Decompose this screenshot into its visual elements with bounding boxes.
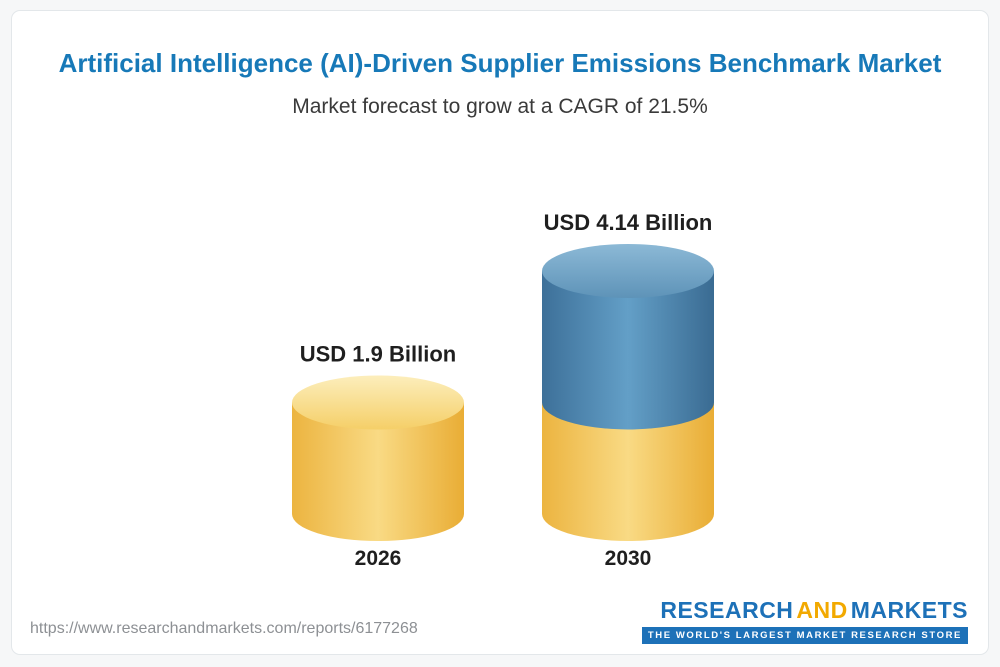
report-url[interactable]: https://www.researchandmarkets.com/repor… <box>30 620 418 637</box>
logo-word-research: RESEARCH <box>660 597 794 623</box>
logo-tagline: THE WORLD'S LARGEST MARKET RESEARCH STOR… <box>641 627 968 644</box>
logo-word-markets: MARKETS <box>850 597 968 623</box>
cylinder-segment-2030-base <box>542 402 714 541</box>
chart-title: Artificial Intelligence (AI)-Driven Supp… <box>58 48 942 78</box>
logo-word-and: AND <box>796 597 848 623</box>
value-label-2030: USD 4.14 Billion <box>544 210 713 235</box>
cylinder-top-2026 <box>292 375 464 430</box>
research-and-markets-logo[interactable]: RESEARCH AND MARKETS THE WORLD'S LARGEST M… <box>641 597 968 644</box>
logo-wordmark: RESEARCH AND MARKETS <box>642 597 968 624</box>
cylinder-segment-2026-base <box>292 402 464 541</box>
category-label-2030: 2030 <box>605 547 652 570</box>
chart-subtitle: Market forecast to grow at a CAGR of 21.… <box>292 95 708 119</box>
cylinder-top-2030 <box>542 243 714 298</box>
chart-card: Artificial Intelligence (AI)-Driven Supp… <box>11 10 989 655</box>
category-label-2026: 2026 <box>355 547 402 570</box>
cylinder-bar-chart: USD 1.9 Billion 2026 USD 4.14 Billion 2030 <box>292 210 714 570</box>
cylinder-segment-2030-growth <box>542 270 714 430</box>
value-label-2026: USD 1.9 Billion <box>300 341 456 366</box>
